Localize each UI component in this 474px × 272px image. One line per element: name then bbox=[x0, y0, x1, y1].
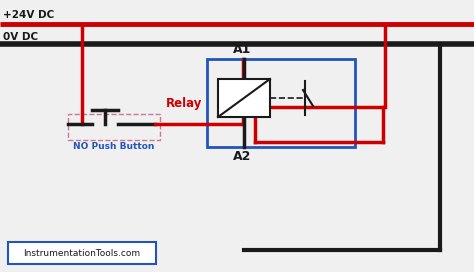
Text: +24V DC: +24V DC bbox=[3, 10, 54, 20]
Text: A2: A2 bbox=[233, 150, 251, 163]
Bar bbox=[68, 114, 160, 140]
Text: A1: A1 bbox=[233, 43, 251, 56]
Text: Relay: Relay bbox=[165, 97, 202, 110]
Text: NO Push Button: NO Push Button bbox=[73, 142, 155, 151]
Bar bbox=[218, 79, 270, 117]
Text: 0V DC: 0V DC bbox=[3, 32, 38, 42]
Text: InstrumentationTools.com: InstrumentationTools.com bbox=[23, 249, 141, 258]
Bar bbox=[8, 242, 156, 264]
Bar bbox=[207, 59, 355, 147]
